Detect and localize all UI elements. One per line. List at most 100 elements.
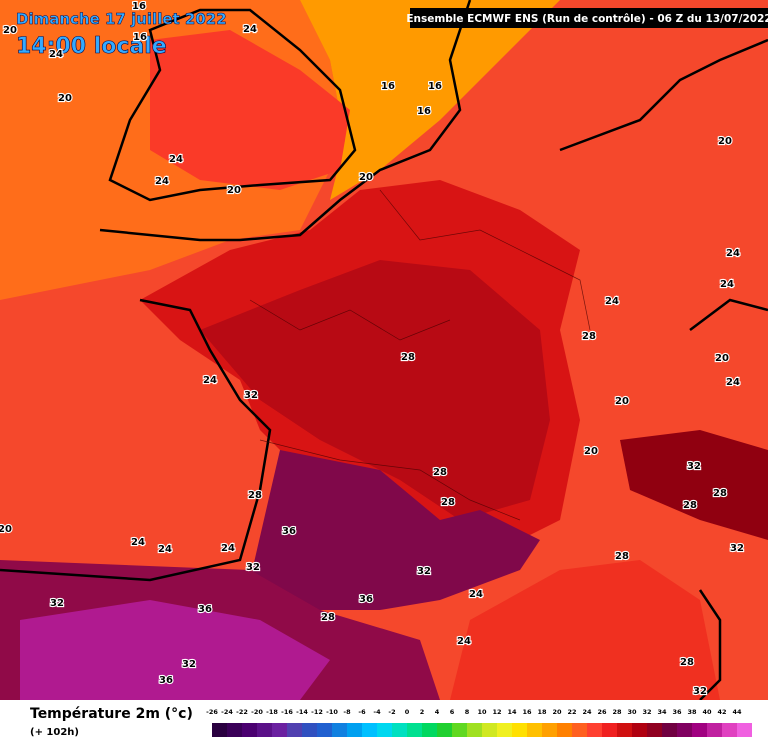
scale-swatch bbox=[347, 723, 362, 737]
scale-label: 30 bbox=[627, 708, 637, 716]
scale-swatch bbox=[242, 723, 257, 737]
contour-label: 20 bbox=[615, 396, 629, 407]
contour-label: 20 bbox=[3, 25, 17, 36]
contour-labels: 16 20 16 24 24 16 16 16 20 24 24 20 20 20 24 24 24 28 28 20… bbox=[0, 0, 745, 698]
subtitle: 14:00 locale bbox=[16, 34, 167, 59]
contour-label: 24 bbox=[457, 636, 471, 647]
contour-label: 16 bbox=[132, 1, 146, 12]
contour-label: 36 bbox=[359, 594, 373, 605]
scale-label: 22 bbox=[567, 708, 576, 716]
contour-label: 32 bbox=[246, 562, 260, 573]
legend-title: Température 2m (°c) bbox=[30, 706, 193, 722]
scale-label: -16 bbox=[281, 708, 293, 716]
contour-label: 16 bbox=[417, 106, 431, 117]
contour-label: 32 bbox=[693, 686, 707, 697]
scale-swatch bbox=[332, 723, 347, 737]
contour-label: 20 bbox=[0, 524, 12, 535]
contour-label: 32 bbox=[50, 598, 64, 609]
contour-label: 24 bbox=[726, 377, 740, 388]
contour-label: 24 bbox=[726, 248, 740, 259]
scale-swatch bbox=[257, 723, 272, 737]
contour-label: 32 bbox=[687, 461, 701, 472]
scale-label: 6 bbox=[450, 708, 455, 716]
scale-label: 18 bbox=[537, 708, 547, 716]
contour-label: 32 bbox=[244, 390, 258, 401]
contour-label: 32 bbox=[182, 659, 196, 670]
scale-label: 42 bbox=[717, 708, 726, 716]
scale-label: -10 bbox=[326, 708, 338, 716]
scale-swatch bbox=[467, 723, 482, 737]
contour-label: 20 bbox=[227, 185, 241, 196]
scale-swatch bbox=[287, 723, 302, 737]
scale-label: -22 bbox=[236, 708, 248, 716]
scale-label: 40 bbox=[702, 708, 712, 716]
scale-swatch bbox=[632, 723, 647, 737]
color-scale: -26 -24 -22 -20 -18 -16 -14 -12 -10 -8 -6 -4 -2 0 2 4 6 8… bbox=[206, 708, 752, 737]
scale-label: 12 bbox=[492, 708, 501, 716]
scale-label: -18 bbox=[266, 708, 278, 716]
scale-swatch bbox=[497, 723, 512, 737]
contour-label: 28 bbox=[321, 612, 335, 623]
scale-swatch bbox=[482, 723, 497, 737]
contour-label: 32 bbox=[730, 543, 744, 554]
scale-swatch bbox=[422, 723, 437, 737]
legend-lead: (+ 102h) bbox=[30, 727, 79, 738]
scale-swatch bbox=[212, 723, 227, 737]
scale-label: 14 bbox=[507, 708, 517, 716]
scale-label: -4 bbox=[373, 708, 381, 716]
scale-swatch bbox=[542, 723, 557, 737]
coastlines bbox=[0, 0, 768, 701]
contour-label: 20 bbox=[58, 93, 72, 104]
scale-label: 36 bbox=[672, 708, 682, 716]
contour-label: 32 bbox=[417, 566, 431, 577]
scale-label: 20 bbox=[552, 708, 562, 716]
scale-label: -6 bbox=[358, 708, 366, 716]
scale-label: 4 bbox=[435, 708, 440, 716]
scale-swatch bbox=[512, 723, 527, 737]
contour-label: 28 bbox=[680, 657, 694, 668]
scale-swatch bbox=[737, 723, 752, 737]
scale-swatch bbox=[362, 723, 377, 737]
scale-label: -20 bbox=[251, 708, 263, 716]
scale-label: -12 bbox=[311, 708, 323, 716]
contour-label: 24 bbox=[469, 589, 483, 600]
scale-swatch bbox=[377, 723, 392, 737]
contour-label: 20 bbox=[715, 353, 729, 364]
scale-swatch bbox=[527, 723, 542, 737]
contour-label: 28 bbox=[441, 497, 455, 508]
scale-swatch bbox=[587, 723, 602, 737]
scale-label: -24 bbox=[221, 708, 233, 716]
scale-swatch bbox=[392, 723, 407, 737]
header-bg bbox=[410, 8, 768, 28]
scale-label: 8 bbox=[465, 708, 470, 716]
scale-label: 34 bbox=[657, 708, 667, 716]
contour-label: 28 bbox=[582, 331, 596, 342]
scale-label: -8 bbox=[343, 708, 351, 716]
scale-label: 26 bbox=[597, 708, 607, 716]
scale-swatch bbox=[407, 723, 422, 737]
scale-label: 0 bbox=[405, 708, 410, 716]
contour-label: 16 bbox=[133, 32, 147, 43]
scale-swatch bbox=[452, 723, 467, 737]
scale-swatch bbox=[722, 723, 737, 737]
contour-label: 16 bbox=[428, 81, 442, 92]
contour-label: 16 bbox=[381, 81, 395, 92]
scale-label: -2 bbox=[388, 708, 395, 716]
scale-swatch bbox=[692, 723, 707, 737]
scale-swatch bbox=[557, 723, 572, 737]
contour-label: 24 bbox=[131, 537, 145, 548]
contour-label: 20 bbox=[584, 446, 598, 457]
scale-swatch bbox=[437, 723, 452, 737]
scale-swatch bbox=[302, 723, 317, 737]
contour-label: 24 bbox=[203, 375, 217, 386]
contour-label: 24 bbox=[605, 296, 619, 307]
scale-swatch bbox=[227, 723, 242, 737]
scale-swatch bbox=[677, 723, 692, 737]
scale-label: 38 bbox=[687, 708, 697, 716]
scale-label: 32 bbox=[642, 708, 651, 716]
contour-label: 24 bbox=[243, 24, 257, 35]
contour-label: 36 bbox=[282, 526, 296, 537]
scale-swatch bbox=[647, 723, 662, 737]
scale-label: 16 bbox=[522, 708, 532, 716]
